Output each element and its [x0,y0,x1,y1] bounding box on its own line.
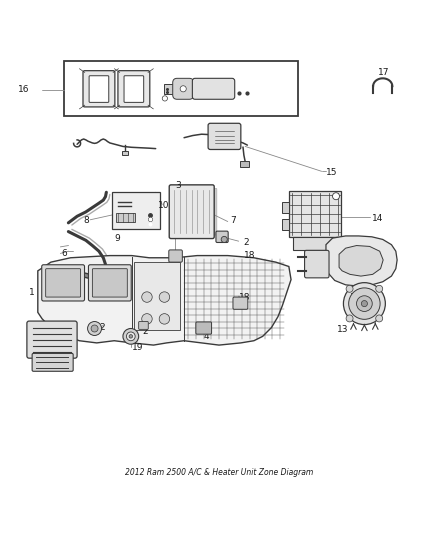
Text: 1: 1 [29,288,35,297]
FancyBboxPatch shape [208,123,241,149]
Text: 5: 5 [29,347,35,356]
Bar [283,220,289,230]
Text: 7: 7 [230,216,236,225]
FancyBboxPatch shape [233,297,248,309]
Text: 10: 10 [158,201,170,210]
Circle shape [127,332,135,341]
Bar [116,213,135,222]
FancyBboxPatch shape [196,322,212,334]
Circle shape [142,313,152,324]
Circle shape [91,325,98,332]
Polygon shape [339,246,383,276]
Bar [112,192,160,229]
Circle shape [349,288,380,319]
Text: 11: 11 [354,251,366,260]
Bar [283,202,289,213]
FancyBboxPatch shape [169,185,214,239]
Bar [163,84,173,94]
FancyBboxPatch shape [83,71,115,107]
Circle shape [376,285,383,292]
Text: 2: 2 [243,238,249,247]
Bar [122,151,128,155]
FancyBboxPatch shape [32,353,73,372]
FancyBboxPatch shape [192,78,235,99]
FancyBboxPatch shape [124,76,144,102]
FancyBboxPatch shape [216,231,228,243]
Circle shape [361,301,367,306]
Polygon shape [326,236,397,286]
FancyBboxPatch shape [212,188,217,235]
Text: 2012 Ram 2500 A/C & Heater Unit Zone Diagram: 2012 Ram 2500 A/C & Heater Unit Zone Dia… [125,468,313,477]
FancyBboxPatch shape [88,265,131,301]
Text: 8: 8 [84,216,89,225]
Text: 18: 18 [239,293,250,302]
Bar [293,237,337,250]
Text: 19: 19 [132,343,143,352]
FancyBboxPatch shape [27,321,77,358]
Text: 2: 2 [143,327,148,336]
Text: 3: 3 [175,181,181,190]
Text: 15: 15 [326,168,337,177]
Bar [289,191,341,237]
Bar [240,161,249,167]
FancyBboxPatch shape [118,71,150,107]
Text: 2: 2 [99,323,105,332]
Circle shape [142,292,152,302]
FancyBboxPatch shape [304,251,329,278]
FancyBboxPatch shape [92,269,127,297]
FancyBboxPatch shape [169,250,182,262]
Circle shape [376,315,383,322]
Circle shape [346,315,353,322]
Circle shape [129,335,133,338]
FancyBboxPatch shape [89,76,109,102]
FancyBboxPatch shape [42,265,85,301]
Text: 13: 13 [337,325,348,334]
Circle shape [88,321,102,335]
Circle shape [159,313,170,324]
Circle shape [343,282,385,325]
FancyBboxPatch shape [139,321,148,329]
Text: 4: 4 [204,332,209,341]
FancyBboxPatch shape [46,269,81,297]
Text: 18: 18 [244,251,255,260]
Circle shape [162,96,167,101]
Circle shape [346,285,353,292]
Circle shape [332,193,339,200]
Circle shape [180,86,186,92]
Text: 12: 12 [350,293,361,302]
Text: 6: 6 [62,249,67,258]
Circle shape [123,328,139,344]
FancyBboxPatch shape [173,78,194,99]
Text: 9: 9 [114,233,120,243]
Text: 16: 16 [18,85,30,94]
Text: 17: 17 [378,68,390,77]
Circle shape [357,296,372,311]
Polygon shape [38,256,291,345]
Text: 14: 14 [372,214,383,223]
Bar [64,61,297,116]
Bar [134,262,180,330]
Circle shape [159,292,170,302]
Circle shape [221,236,227,243]
